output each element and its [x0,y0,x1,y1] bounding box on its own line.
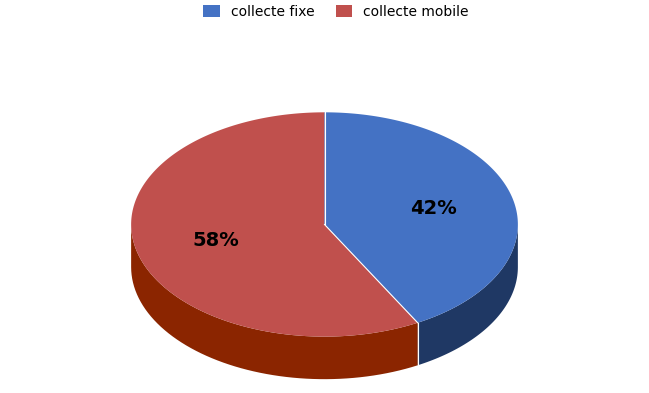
Polygon shape [131,224,418,379]
Text: 42%: 42% [410,199,456,218]
Text: 58%: 58% [193,231,239,250]
Polygon shape [418,224,518,365]
Polygon shape [131,112,418,337]
Polygon shape [324,112,518,323]
Legend: collecte fixe, collecte mobile: collecte fixe, collecte mobile [198,0,474,24]
